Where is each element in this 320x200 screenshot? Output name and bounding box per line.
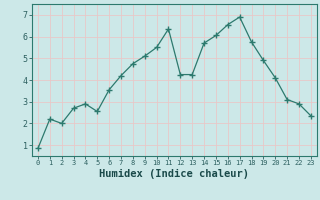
X-axis label: Humidex (Indice chaleur): Humidex (Indice chaleur) bbox=[100, 169, 249, 179]
